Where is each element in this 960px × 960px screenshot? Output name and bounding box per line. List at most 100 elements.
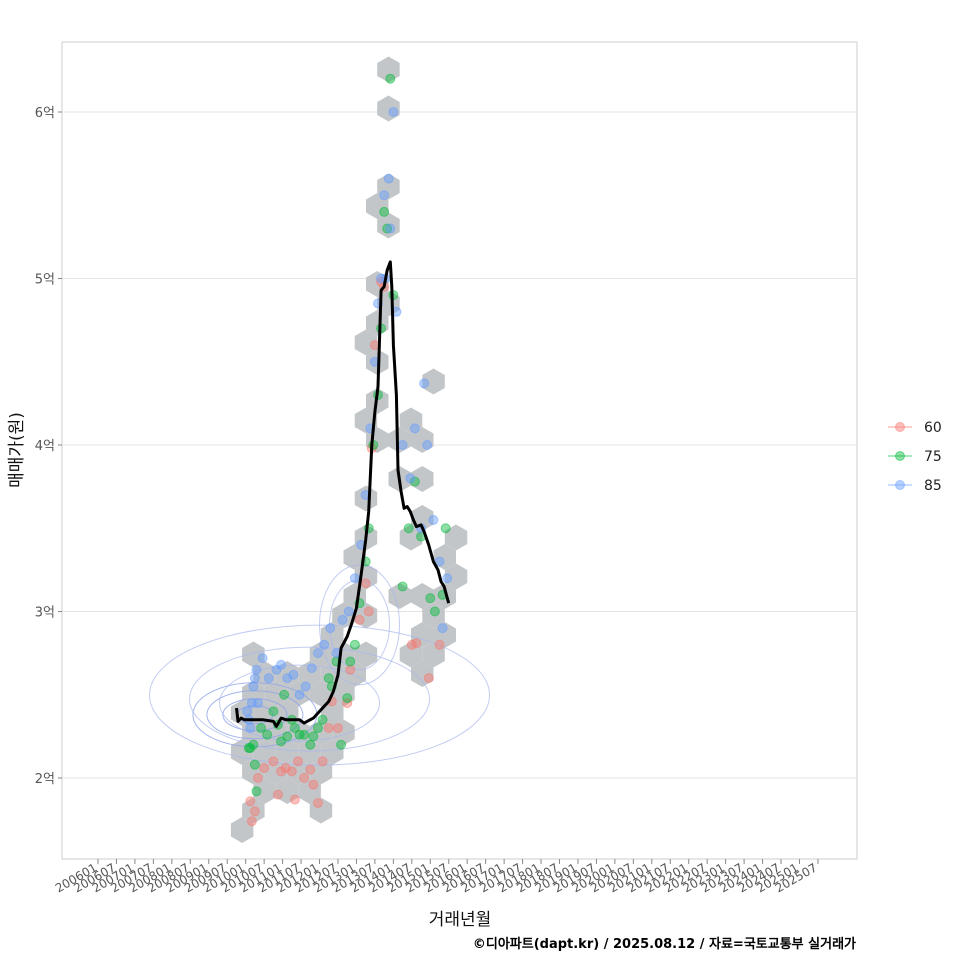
point-60 <box>354 614 365 625</box>
hex-cell <box>444 563 468 590</box>
point-75 <box>268 706 279 717</box>
point-85 <box>437 623 448 634</box>
point-75 <box>397 581 408 592</box>
point-85 <box>288 669 299 680</box>
point-85 <box>319 639 330 650</box>
y-axis-title: 매매가(원) <box>7 412 27 488</box>
y-tick-label: 2억 <box>35 772 55 787</box>
point-75 <box>385 73 396 84</box>
point-75 <box>262 729 273 740</box>
y-tick-label: 4억 <box>35 439 55 454</box>
scatter-points <box>242 73 453 827</box>
legend-key-point <box>895 480 905 490</box>
hex-cell <box>411 661 434 687</box>
hex-cell <box>377 173 400 200</box>
point-85 <box>349 573 360 584</box>
point-85 <box>343 606 354 617</box>
point-60 <box>332 723 343 734</box>
hex-cell <box>298 739 321 765</box>
point-85 <box>263 673 274 684</box>
point-60 <box>289 794 300 805</box>
legend-key-point <box>895 422 905 432</box>
point-85 <box>257 653 268 664</box>
hex-cell <box>354 641 378 668</box>
point-85 <box>405 473 416 484</box>
point-60 <box>345 664 356 675</box>
point-60 <box>308 779 319 790</box>
point-60 <box>249 806 260 817</box>
hex-cell <box>422 641 445 668</box>
hex-cell <box>399 407 423 434</box>
hex-cell <box>433 544 456 570</box>
point-60 <box>252 773 263 783</box>
hex-cell <box>354 407 378 434</box>
hex-cell <box>309 797 333 824</box>
point-60 <box>434 639 445 650</box>
point-75 <box>429 606 440 617</box>
point-75 <box>305 739 316 750</box>
hex-cell <box>377 290 400 317</box>
trend-line-layer <box>235 260 451 728</box>
point-75 <box>249 759 260 770</box>
point-75 <box>248 739 259 750</box>
point-75 <box>345 656 356 667</box>
hex-cell <box>388 583 411 609</box>
hex-cell <box>366 310 389 336</box>
point-60 <box>259 763 270 774</box>
point-75 <box>251 786 262 797</box>
hex-cell <box>242 680 265 707</box>
point-85 <box>397 440 408 450</box>
point-85 <box>251 664 262 675</box>
point-85 <box>282 673 293 684</box>
hex-cell <box>377 212 400 239</box>
point-85 <box>252 698 263 709</box>
point-75 <box>379 206 390 217</box>
hex-cell <box>298 778 321 804</box>
point-85 <box>409 423 420 434</box>
y-tick-label: 3억 <box>35 606 55 621</box>
point-75 <box>403 523 414 534</box>
hex-cell <box>422 368 445 395</box>
point-60 <box>312 797 323 808</box>
point-85 <box>442 573 453 584</box>
point-75 <box>440 523 451 534</box>
point-75 <box>289 723 300 734</box>
point-60 <box>299 773 310 783</box>
point-60 <box>246 816 257 827</box>
point-75 <box>256 723 267 734</box>
hex-cell <box>320 622 344 648</box>
legend-label: 75 <box>924 449 942 465</box>
point-75 <box>308 731 319 742</box>
point-85 <box>325 623 336 634</box>
point-75 <box>425 593 436 604</box>
point-60 <box>317 756 328 767</box>
hex-cell <box>411 427 434 453</box>
point-85 <box>383 173 394 184</box>
point-60 <box>360 578 371 589</box>
legend-label: 60 <box>924 420 942 436</box>
y-tick-label: 5억 <box>35 273 55 288</box>
hex-cell <box>320 700 344 726</box>
point-85 <box>388 107 399 117</box>
point-60 <box>286 766 297 777</box>
point-85 <box>248 681 259 692</box>
hex-cell <box>332 719 355 746</box>
point-85 <box>419 378 430 389</box>
hex-cell <box>433 622 456 648</box>
hex-cell <box>388 427 411 453</box>
point-60 <box>245 796 256 807</box>
point-75 <box>336 739 347 750</box>
density-contour <box>189 646 431 752</box>
point-85 <box>249 673 260 684</box>
point-60 <box>323 723 334 734</box>
density-contour <box>319 564 401 686</box>
point-75 <box>279 689 290 700</box>
hex-cell <box>253 778 276 804</box>
x-axis-ticks: 2006012006072007012007072008012008072009… <box>53 859 819 896</box>
legend: 60 75 85 <box>888 420 942 494</box>
point-75 <box>323 673 334 684</box>
point-85 <box>276 659 287 670</box>
point-75 <box>317 714 328 725</box>
x-axis-title: 거래년월 <box>429 910 492 930</box>
source-caption: ©디아파트(dapt.kr) / 2025.08.12 / 자료=국토교통부 실… <box>473 936 856 952</box>
